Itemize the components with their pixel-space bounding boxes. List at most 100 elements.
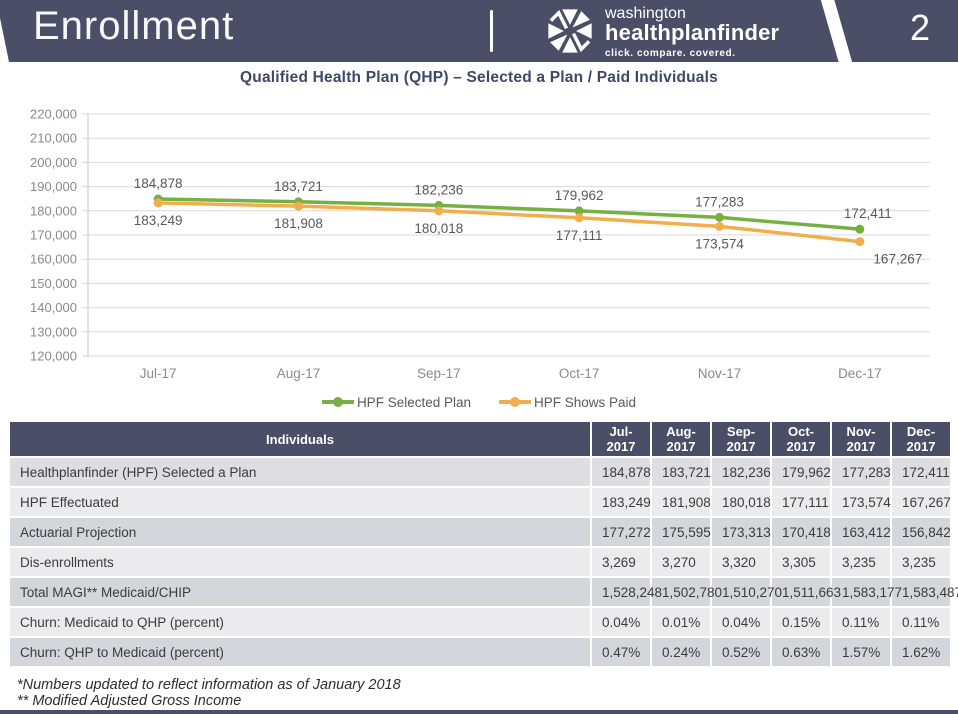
- table-cell: 177,283: [830, 456, 892, 488]
- table-cell: 0.15%: [770, 606, 832, 638]
- legend-item: HPF Selected Plan: [321, 394, 471, 410]
- x-axis-tick-label: Aug-17: [277, 366, 321, 381]
- table-cell: 1,583,487: [890, 576, 958, 608]
- y-axis-tick-label: 190,000: [30, 179, 77, 194]
- table-cell: 0.01%: [650, 606, 712, 638]
- table-cell: 175,595: [650, 516, 712, 548]
- table-header-cell: Oct-2017: [770, 420, 832, 458]
- table-row-label: Healthplanfinder (HPF) Selected a Plan: [8, 456, 592, 488]
- table-cell: 182,236: [710, 456, 772, 488]
- header-bar: Enrollment washington healthplanfinder c…: [0, 0, 958, 62]
- table-row-label: Dis-enrollments: [8, 546, 592, 578]
- legend-dot-icon: [510, 396, 520, 407]
- y-axis-tick-label: 200,000: [30, 155, 77, 170]
- data-point-marker: [434, 206, 444, 216]
- logo-tagline: click. compare. covered.: [605, 48, 736, 59]
- table-cell: 1,511,663: [770, 576, 841, 608]
- enrollment-table: Individuals Jul-2017 Aug-2017 Sep-2017 Oct-2…: [8, 420, 958, 668]
- table-cell: 3,320: [710, 546, 772, 578]
- table-row: Churn: Medicaid to QHP (percent) 0.04% 0.0…: [8, 606, 952, 638]
- chart-legend: HPF Selected Plan HPF Shows Paid: [0, 391, 958, 413]
- data-point-marker: [574, 206, 584, 216]
- bottom-border-bar: [0, 710, 958, 714]
- table-cell: 0.47%: [590, 636, 652, 668]
- table-cell: 1.57%: [830, 636, 892, 668]
- logo-region: washington: [605, 5, 686, 22]
- table-cell: 172,411: [890, 456, 952, 488]
- data-point-label: 181,908: [274, 216, 323, 231]
- table-cell: 0.63%: [770, 636, 832, 668]
- table-row-label: Total MAGI** Medicaid/CHIP: [8, 576, 592, 608]
- data-point-label: 184,878: [134, 176, 183, 191]
- table-row: Dis-enrollments 3,269 3,270 3,320 3,305 3,235…: [8, 546, 952, 578]
- data-point-marker: [294, 201, 303, 211]
- data-point-label: 172,411: [844, 206, 892, 221]
- footnote-magi: ** Modified Adjusted Gross Income: [17, 693, 242, 709]
- y-axis-tick-label: 130,000: [30, 324, 77, 339]
- y-axis-tick-label: 120,000: [30, 349, 77, 364]
- table-cell: 183,249: [590, 486, 652, 518]
- data-point-label: 173,574: [695, 236, 744, 251]
- table-cell: 180,018: [710, 486, 772, 518]
- table-header-cell: Aug-2017: [650, 420, 712, 458]
- data-point-marker: [855, 237, 865, 247]
- table-cell: 167,267: [890, 486, 952, 518]
- logo-brand: healthplanfinder: [605, 20, 780, 45]
- table-cell: 0.11%: [830, 606, 892, 638]
- y-axis-tick-label: 180,000: [30, 203, 77, 218]
- table-cell: 1,528,248: [590, 576, 662, 608]
- corner-notch-decoration: [0, 18, 9, 62]
- y-axis-tick-label: 150,000: [30, 276, 77, 291]
- enrollment-line-chart: 120,000 130,000 140,000 150,000 160,000 170,0…: [30, 107, 930, 381]
- table-body: Healthplanfinder (HPF) Selected a Plan 18…: [8, 456, 958, 668]
- table-cell: 0.52%: [710, 636, 772, 668]
- x-axis-tick-label: Oct-17: [559, 366, 600, 381]
- table-cell: 1,502,780: [650, 576, 722, 608]
- table-row: Churn: QHP to Medicaid (percent) 0.47% 0.2…: [8, 636, 952, 668]
- legend-item: HPF Shows Paid: [499, 395, 636, 410]
- x-axis-tick-label: Nov-17: [698, 366, 742, 381]
- legend-line-marker-icon: [499, 396, 531, 407]
- series-line: [156, 197, 862, 231]
- table-head: Individuals Jul-2017 Aug-2017 Sep-2017 Oct-2…: [8, 420, 952, 458]
- header-divider: [490, 10, 493, 52]
- x-axis-tick-label: Dec-17: [838, 366, 882, 381]
- footnotes: *Numbers updated to reflect information …: [17, 677, 401, 709]
- data-point-label: 167,267: [873, 252, 922, 267]
- data-point-marker: [715, 221, 724, 231]
- x-axis-tick-label: Sep-17: [417, 366, 461, 381]
- y-axis-tick-label: 170,000: [30, 228, 77, 243]
- data-point-label: 177,111: [556, 228, 603, 243]
- table-cell: 3,269: [590, 546, 652, 578]
- table-cell: 170,418: [770, 516, 832, 548]
- table-header-cell: Jul-2017: [590, 420, 652, 458]
- starburst-logo-icon: [548, 9, 592, 53]
- table-row-label: Actuarial Projection: [8, 516, 592, 548]
- data-point-marker: [574, 213, 584, 223]
- table-cell: 3,270: [650, 546, 712, 578]
- data-point-label: 179,962: [555, 188, 604, 203]
- slide-page-number: 2: [909, 7, 930, 48]
- table-cell: 1,510,270: [710, 576, 782, 608]
- legend-label: HPF Selected Plan: [356, 394, 471, 410]
- table-row: Actuarial Projection 177,272 175,595 173,31…: [8, 516, 952, 548]
- table-cell: 0.04%: [590, 606, 652, 638]
- y-axis-tick-label: 220,000: [30, 107, 77, 122]
- table-cell: 3,305: [770, 546, 832, 578]
- table-cell: 181,908: [650, 486, 712, 518]
- table-cell: 177,272: [590, 516, 652, 548]
- legend-dot-icon: [332, 396, 343, 407]
- page-title: Enrollment: [33, 4, 235, 48]
- table-cell: 163,412: [830, 516, 892, 548]
- logo-text: washington healthplanfinder click. compa…: [605, 5, 779, 59]
- data-point-label: 183,249: [134, 213, 183, 228]
- data-point-label: 177,283: [695, 194, 744, 209]
- data-point-label: 183,721: [274, 179, 323, 194]
- table-header-cell: Dec-2017: [890, 420, 952, 458]
- table-cell: 173,313: [710, 516, 772, 548]
- legend-line-marker-icon: [321, 396, 354, 407]
- footnote-updated: *Numbers updated to reflect information …: [17, 677, 401, 693]
- table-cell: 1.62%: [890, 636, 952, 668]
- x-axis-tick-label: Jul-17: [140, 366, 177, 381]
- table-row-label: Churn: QHP to Medicaid (percent): [8, 636, 592, 668]
